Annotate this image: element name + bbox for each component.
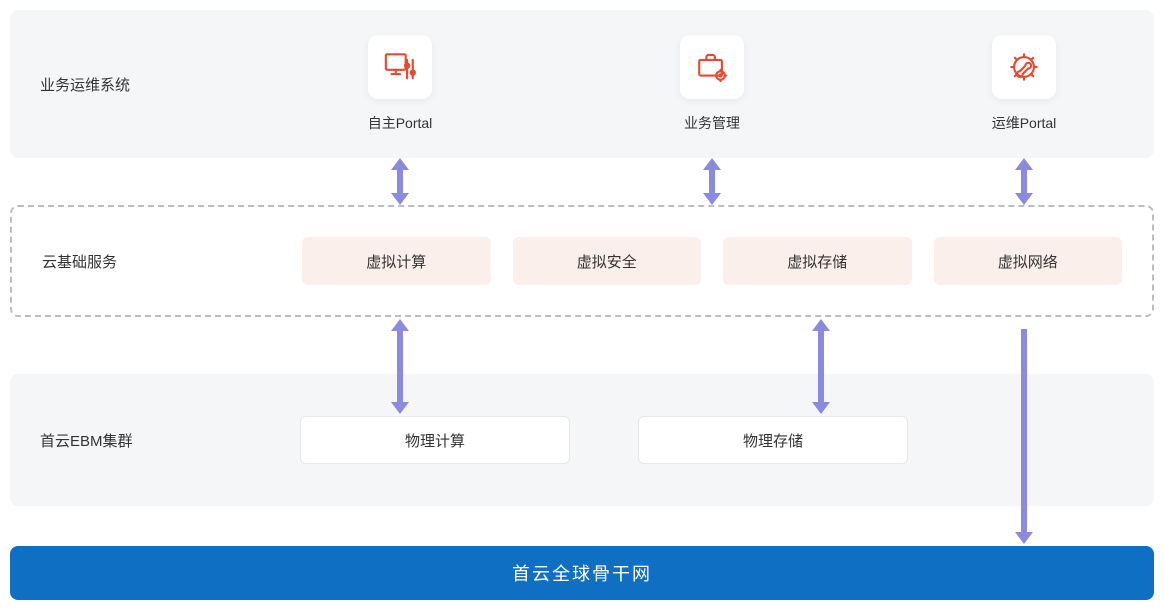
layer-cloud: 云基础服务 虚拟计算 虚拟安全 虚拟存储 虚拟网络	[10, 205, 1154, 317]
gear-wrench-icon	[992, 35, 1056, 99]
phys-storage: 物理存储	[638, 416, 908, 464]
ops-caption: 业务管理	[684, 113, 740, 133]
ebm-items: 物理计算 物理存储	[300, 416, 908, 464]
layer-ops-label: 业务运维系统	[40, 74, 130, 95]
arrow-network-to-backbone	[1021, 329, 1027, 534]
phys-compute: 物理计算	[300, 416, 570, 464]
ops-items: 自主Portal 业务管理	[300, 35, 1124, 133]
ops-item-ops-portal: 运维Portal	[924, 35, 1124, 133]
backbone-label: 首云全球骨干网	[512, 560, 652, 586]
architecture-diagram: 业务运维系统 自主Portal	[10, 10, 1154, 600]
ops-caption: 自主Portal	[368, 113, 433, 133]
layer-backbone: 首云全球骨干网	[10, 546, 1154, 600]
arrow-compute-to-phys	[397, 329, 403, 404]
ops-caption: 运维Portal	[992, 113, 1057, 133]
service-virtual-security: 虚拟安全	[513, 237, 702, 285]
service-virtual-network: 虚拟网络	[934, 237, 1123, 285]
cloud-services: 虚拟计算 虚拟安全 虚拟存储 虚拟网络	[302, 237, 1122, 285]
portal-dashboard-icon	[368, 35, 432, 99]
layer-ebm-label: 首云EBM集群	[40, 430, 133, 451]
service-virtual-storage: 虚拟存储	[723, 237, 912, 285]
layer-ops: 业务运维系统 自主Portal	[10, 10, 1154, 158]
arrow-storage-to-phys	[818, 329, 824, 404]
ops-item-self-portal: 自主Portal	[300, 35, 500, 133]
layer-cloud-label: 云基础服务	[42, 251, 117, 272]
arrow-ops-to-network	[1021, 168, 1027, 195]
arrow-ops-to-security	[709, 168, 715, 195]
ops-item-biz-mgmt: 业务管理	[612, 35, 812, 133]
briefcase-gear-icon	[680, 35, 744, 99]
arrow-ops-to-compute	[397, 168, 403, 195]
service-virtual-compute: 虚拟计算	[302, 237, 491, 285]
layer-ebm: 首云EBM集群 物理计算 物理存储	[10, 374, 1154, 506]
